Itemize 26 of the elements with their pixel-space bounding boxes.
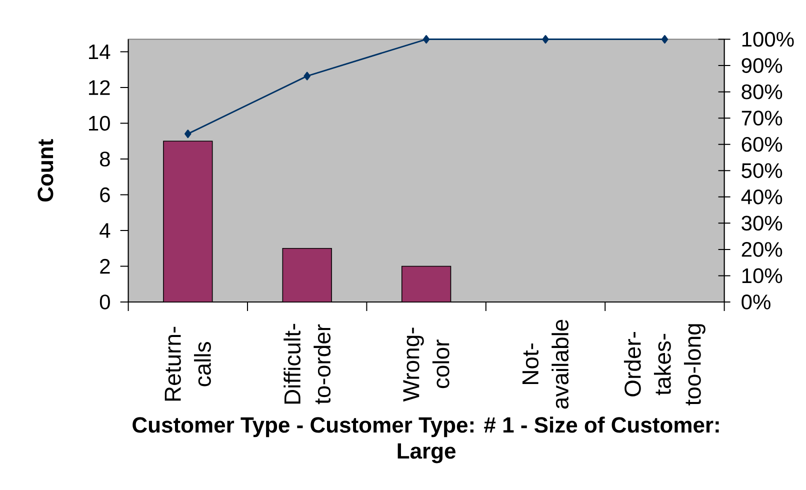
y-tick-label: 6 xyxy=(100,187,110,202)
y2-tick-label: 0% xyxy=(742,294,770,310)
y2-tick-label: 100% xyxy=(742,32,794,47)
y-tick-label: 10 xyxy=(89,116,110,131)
x-tick-label: Return-calls xyxy=(164,326,211,401)
y2-tick-label: 30% xyxy=(742,216,782,231)
y-tick-label: 4 xyxy=(100,223,110,238)
y-tick-label: 8 xyxy=(100,152,110,166)
y-tick-label: 0 xyxy=(100,294,110,310)
x-tick-label: Order-takes-too-long xyxy=(624,324,706,406)
y-axis-title: Count xyxy=(38,139,54,202)
y2-tick-label: 80% xyxy=(742,84,782,100)
y-tick-label: 14 xyxy=(89,44,110,60)
y2-tick-label: 70% xyxy=(742,110,782,126)
y2-tick-label: 10% xyxy=(742,268,782,284)
y-tick-label: 12 xyxy=(89,80,110,95)
y2-tick-label: 40% xyxy=(741,189,782,204)
y-tick-label: 2 xyxy=(100,258,110,274)
x-tick-label: Not-available xyxy=(522,320,569,409)
y2-tick-label: 90% xyxy=(742,58,782,73)
y2-tick-label: 50% xyxy=(742,163,782,178)
x-tick-label: Difficult-to-order xyxy=(284,324,331,404)
y2-tick-label: 20% xyxy=(742,242,782,257)
x-axis-title: Customer Type - Customer Type: # 1 - Size of Customer: Large xyxy=(132,416,719,464)
x-tick-label: Wrong-color xyxy=(403,328,450,402)
y2-tick-label: 60% xyxy=(742,136,782,152)
